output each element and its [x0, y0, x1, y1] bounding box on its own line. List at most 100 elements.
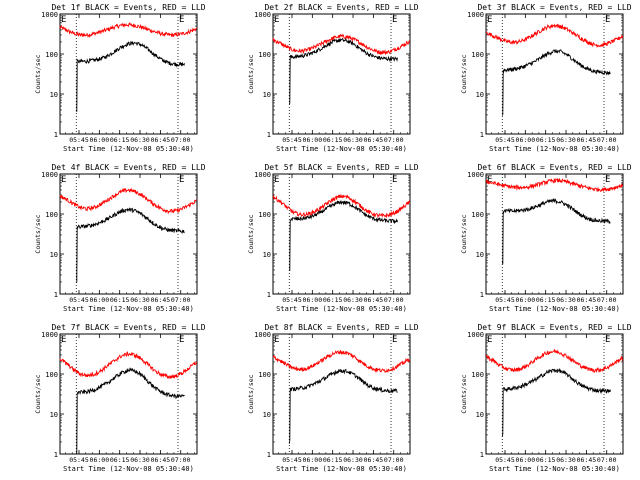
- y-tick-label: 1: [480, 131, 484, 139]
- event-marker-label: E: [179, 15, 184, 25]
- event-marker-label: E: [274, 175, 279, 185]
- x-tick-label: 07:00: [384, 296, 404, 304]
- events-rate-line: [501, 367, 611, 437]
- y-tick-label: 1000: [41, 11, 58, 19]
- x-tick-label: 06:00: [516, 136, 536, 144]
- x-tick-label: 06:45: [151, 456, 171, 464]
- panel-title: Det 6f BLACK = Events, RED = LLD: [477, 163, 631, 172]
- panel-title: Det 3f BLACK = Events, RED = LLD: [477, 3, 631, 12]
- y-tick-label: 10: [476, 91, 484, 99]
- x-tick-label: 06:45: [151, 136, 171, 144]
- x-axis-label: Start Time (12-Nov-08 05:30:40): [489, 305, 620, 313]
- y-axis-label: Counts/sec: [247, 374, 255, 413]
- y-tick-label: 1: [480, 451, 484, 459]
- event-marker-label: E: [605, 335, 610, 345]
- events-rate-line: [501, 198, 611, 265]
- x-axis-label: Start Time (12-Nov-08 05:30:40): [276, 145, 407, 153]
- lld-rate-line: [272, 33, 411, 56]
- x-tick-label: 06:30: [556, 296, 576, 304]
- panel-det-1: Det 1f BLACK = Events, RED = LLD 1 10 100 10…: [34, 3, 206, 153]
- y-tick-label: 1: [267, 451, 271, 459]
- x-tick-label: 05:45: [282, 296, 302, 304]
- lld-rate-line: [485, 177, 624, 192]
- x-tick-label: 06:00: [90, 456, 110, 464]
- x-tick-label: 06:00: [90, 136, 110, 144]
- events-rate-line: [288, 38, 398, 105]
- y-tick-label: 100: [45, 51, 58, 59]
- lld-rate-line: [59, 21, 198, 39]
- x-tick-label: 06:30: [343, 296, 363, 304]
- plot-frame: [485, 333, 624, 455]
- y-tick-label: 10: [50, 91, 58, 99]
- x-tick-label: 05:45: [69, 296, 89, 304]
- y-tick-label: 1: [54, 451, 58, 459]
- event-marker-label: E: [61, 175, 66, 185]
- lld-rate-line: [59, 187, 197, 215]
- y-axis-label: Counts/sec: [247, 54, 255, 93]
- y-tick-label: 1000: [41, 171, 58, 179]
- plot-frame: [485, 173, 624, 295]
- x-tick-label: 05:45: [495, 456, 515, 464]
- plot-frame: [272, 173, 411, 295]
- panel-det-5: Det 5f BLACK = Events, RED = LLD 1 10 100 10…: [247, 163, 419, 313]
- y-axis-label: Counts/sec: [247, 214, 255, 253]
- y-tick-label: 10: [263, 411, 271, 419]
- x-tick-label: 05:45: [282, 136, 302, 144]
- y-axis-label: Counts/sec: [34, 214, 42, 253]
- x-tick-label: 05:45: [282, 456, 302, 464]
- x-tick-label: 07:00: [171, 296, 191, 304]
- events-rate-line: [288, 368, 398, 444]
- events-rate-line: [501, 49, 611, 116]
- event-marker-label: E: [61, 15, 66, 25]
- y-axis-label: Counts/sec: [460, 214, 468, 253]
- x-tick-label: 05:45: [495, 296, 515, 304]
- x-tick-label: 07:00: [597, 296, 617, 304]
- panel-title: Det 8f BLACK = Events, RED = LLD: [264, 323, 418, 332]
- y-tick-label: 10: [263, 91, 271, 99]
- panel-det-2: Det 2f BLACK = Events, RED = LLD 1 10 100 10…: [247, 3, 419, 153]
- x-tick-label: 06:15: [536, 296, 556, 304]
- y-tick-label: 10: [263, 251, 271, 259]
- panel-title: Det 7f BLACK = Events, RED = LLD: [51, 323, 205, 332]
- x-tick-label: 06:45: [577, 456, 597, 464]
- x-tick-label: 06:45: [151, 296, 171, 304]
- x-tick-label: 05:45: [495, 136, 515, 144]
- y-tick-label: 1000: [254, 171, 271, 179]
- lld-rate-line: [485, 23, 624, 48]
- event-marker-label: E: [487, 15, 492, 25]
- x-tick-label: 07:00: [171, 136, 191, 144]
- event-marker-label: E: [392, 15, 397, 25]
- x-tick-label: 06:30: [130, 296, 150, 304]
- y-tick-label: 100: [258, 51, 271, 59]
- x-tick-label: 06:30: [130, 456, 150, 464]
- y-tick-label: 1000: [254, 331, 271, 339]
- events-rate-line: [75, 40, 185, 112]
- panel-title: Det 5f BLACK = Events, RED = LLD: [264, 163, 418, 172]
- plot-frame: [59, 333, 198, 455]
- x-tick-label: 06:45: [364, 296, 384, 304]
- y-tick-label: 1: [267, 131, 271, 139]
- x-axis-label: Start Time (12-Nov-08 05:30:40): [489, 465, 620, 473]
- x-tick-label: 06:15: [536, 456, 556, 464]
- x-axis-label: Start Time (12-Nov-08 05:30:40): [489, 145, 620, 153]
- x-axis-label: Start Time (12-Nov-08 05:30:40): [63, 305, 194, 313]
- plot-frame: [485, 13, 624, 135]
- x-tick-label: 07:00: [384, 136, 404, 144]
- y-tick-label: 100: [471, 51, 484, 59]
- event-marker-label: E: [61, 335, 66, 345]
- x-tick-label: 06:45: [364, 136, 384, 144]
- panel-det-6: Det 6f BLACK = Events, RED = LLD 1 10 100 10…: [460, 163, 632, 313]
- y-tick-label: 1: [267, 291, 271, 299]
- event-marker-label: E: [605, 15, 610, 25]
- panel-det-8: Det 8f BLACK = Events, RED = LLD 1 10 100 10…: [247, 323, 419, 473]
- y-tick-label: 10: [476, 411, 484, 419]
- x-tick-label: 06:30: [130, 136, 150, 144]
- x-tick-label: 06:30: [556, 456, 576, 464]
- y-tick-label: 100: [45, 371, 58, 379]
- y-axis-label: Counts/sec: [460, 374, 468, 413]
- lld-rate-line: [485, 348, 624, 374]
- x-tick-label: 06:00: [303, 456, 323, 464]
- x-axis-label: Start Time (12-Nov-08 05:30:40): [276, 465, 407, 473]
- x-tick-label: 06:45: [364, 456, 384, 464]
- x-axis-label: Start Time (12-Nov-08 05:30:40): [63, 145, 194, 153]
